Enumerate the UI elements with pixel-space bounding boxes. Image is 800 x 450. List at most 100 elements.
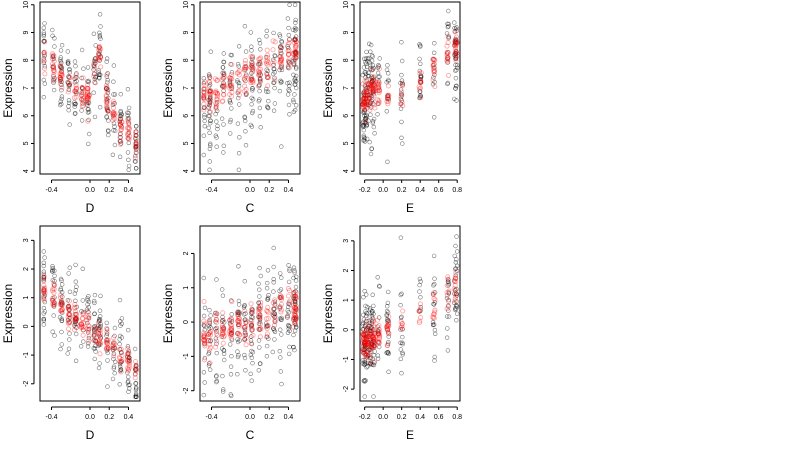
fitted-point [293, 52, 299, 58]
observed-point [286, 279, 292, 285]
observed-point [117, 341, 122, 347]
observed-point [365, 59, 370, 64]
observed-point [454, 318, 459, 323]
observed-point [243, 118, 248, 124]
fitted-point [85, 91, 91, 97]
fitted-point [366, 342, 372, 348]
observed-point [97, 30, 102, 35]
observed-point [361, 312, 366, 318]
observed-point [65, 298, 71, 303]
observed-point [214, 378, 220, 384]
fitted-point [371, 82, 377, 89]
observed-point [206, 326, 212, 331]
x-tick-label: 0.0 [85, 187, 95, 194]
fitted-point [65, 314, 71, 320]
fitted-point [84, 93, 90, 100]
y-tick-label: 7 [23, 86, 30, 90]
fitted-point [84, 98, 90, 104]
fitted-point [452, 298, 458, 304]
fitted-point [219, 331, 226, 337]
fitted-point [96, 329, 102, 335]
observed-point [257, 294, 262, 299]
fitted-point [362, 78, 368, 84]
fitted-point [368, 346, 374, 352]
fitted-point [241, 76, 247, 83]
fitted-point [270, 38, 276, 44]
fitted-point [286, 40, 292, 46]
observed-point [446, 308, 451, 313]
fitted-point [360, 104, 366, 111]
observed-point [221, 150, 226, 155]
fitted-point [385, 92, 391, 98]
fitted-point [91, 61, 97, 67]
fitted-point [452, 37, 458, 44]
observed-point [431, 75, 436, 80]
fitted-point [432, 297, 438, 303]
y-tick-label: 6 [183, 114, 190, 118]
fitted-point [371, 74, 377, 80]
observed-point [432, 50, 437, 55]
fitted-point [228, 330, 234, 336]
observed-point [278, 295, 283, 300]
fitted-point [264, 331, 270, 337]
fitted-point [272, 297, 278, 303]
observed-point [384, 313, 389, 318]
fitted-point [278, 309, 284, 315]
fitted-point [213, 88, 219, 94]
fitted-point [58, 71, 64, 77]
observed-point [360, 102, 366, 107]
fitted-point [399, 323, 405, 329]
fitted-point [258, 326, 264, 332]
fitted-point [293, 294, 299, 300]
fitted-point [362, 95, 368, 101]
observed-point [370, 83, 376, 88]
fitted-point [265, 74, 272, 80]
fitted-point [293, 42, 299, 48]
observed-point [67, 265, 73, 270]
fitted-point [258, 55, 264, 61]
observed-point [229, 298, 234, 303]
observed-point [104, 56, 110, 61]
fitted-point [292, 310, 298, 316]
y-tick-label: 5 [23, 141, 30, 145]
observed-point [361, 133, 366, 138]
observed-point [105, 128, 111, 133]
fitted-point [416, 308, 422, 314]
fitted-point [96, 44, 103, 50]
fitted-point [72, 318, 78, 324]
observed-point [399, 135, 404, 141]
fitted-point [132, 371, 138, 377]
fitted-point [235, 318, 241, 324]
observed-point [292, 2, 298, 8]
fitted-point [201, 337, 207, 343]
observed-point [453, 273, 458, 278]
observed-point [86, 78, 91, 84]
observed-point [264, 286, 270, 291]
observed-point [286, 102, 292, 108]
fitted-point [202, 334, 208, 340]
fitted-point [214, 320, 220, 326]
fitted-point [110, 111, 116, 117]
observed-point [264, 86, 269, 92]
fitted-point [362, 353, 368, 359]
fitted-point [386, 92, 392, 98]
observed-point [271, 80, 276, 86]
fitted-point [370, 328, 376, 334]
fitted-point [41, 285, 47, 292]
observed-point [51, 77, 56, 83]
observed-point [417, 309, 422, 314]
fitted-point [236, 319, 242, 325]
observed-point [41, 77, 46, 83]
points-layer [360, 234, 460, 399]
observed-point [368, 105, 374, 110]
fitted-point [73, 94, 79, 100]
fitted-point [368, 339, 374, 345]
observed-point [207, 317, 212, 323]
y-axis-title: Expression [1, 284, 15, 343]
observed-point [96, 343, 101, 348]
observed-point [272, 337, 277, 342]
observed-point [96, 365, 102, 371]
fitted-point [369, 78, 376, 84]
fitted-point [418, 95, 424, 101]
observed-point [250, 88, 255, 93]
